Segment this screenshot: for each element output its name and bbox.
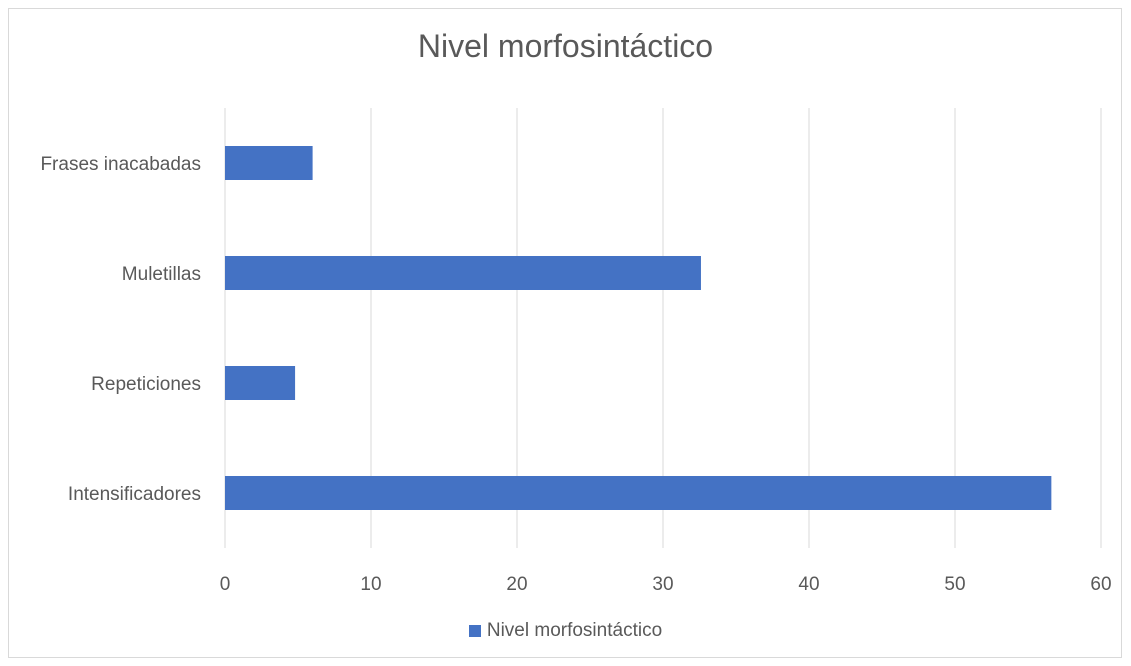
x-tick-label: 30 <box>652 574 673 595</box>
legend-swatch <box>468 625 481 637</box>
x-tick-label: 0 <box>220 574 231 595</box>
x-tick-label: 10 <box>360 574 381 595</box>
legend-label: Nivel morfosintáctico <box>486 620 663 641</box>
y-category-label: Repeticiones <box>91 374 201 395</box>
bar-muletillas <box>225 256 701 290</box>
x-tick-label: 20 <box>506 574 527 595</box>
chart-title: Nivel morfosintáctico <box>417 28 714 64</box>
gridlines <box>224 108 1102 548</box>
y-category-label: Frases inacabadas <box>40 154 201 175</box>
legend: Nivel morfosintáctico <box>0 620 1131 642</box>
x-axis-tick-labels: 0 10 20 30 40 50 60 <box>220 574 1112 595</box>
y-axis-category-labels: Frases inacabadas Muletillas Repeticiones I… <box>40 154 201 505</box>
x-tick-label: 40 <box>798 574 819 595</box>
y-category-label: Intensificadores <box>68 484 201 505</box>
chart-frame <box>8 8 1122 658</box>
bar-repeticiones <box>225 366 296 400</box>
bars <box>225 146 1052 510</box>
y-category-label: Muletillas <box>122 264 201 285</box>
bar-intensificadores <box>225 476 1052 510</box>
x-tick-label: 50 <box>944 574 965 595</box>
bar-frases-inacabadas <box>225 146 313 180</box>
x-tick-label: 60 <box>1090 574 1111 595</box>
